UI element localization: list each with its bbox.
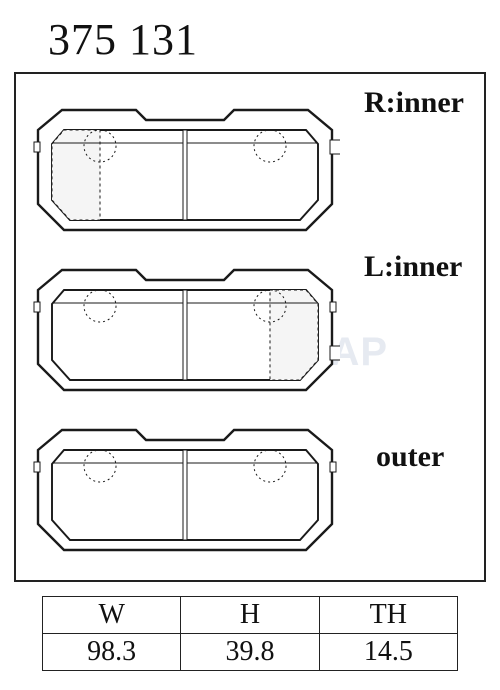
- table-row: 98.3 39.8 14.5: [43, 634, 458, 671]
- label-l-inner: L:inner: [364, 250, 462, 284]
- dimensions-table: W H TH 98.3 39.8 14.5: [42, 596, 458, 671]
- col-header-w: W: [43, 597, 181, 634]
- col-header-h: H: [181, 597, 319, 634]
- col-header-th: TH: [319, 597, 457, 634]
- brake-pad-r-inner: [30, 100, 340, 240]
- table-row: W H TH: [43, 597, 458, 634]
- label-r-inner: R:inner: [364, 86, 464, 120]
- part-number: 375 131: [48, 14, 198, 65]
- value-h: 39.8: [181, 634, 319, 671]
- brake-pad-outer: [30, 420, 340, 560]
- value-w: 98.3: [43, 634, 181, 671]
- brake-pad-l-inner: [30, 260, 340, 400]
- diagram-page: 375 131 VERJAP R:inner L:inner outer: [0, 0, 500, 690]
- label-outer: outer: [376, 440, 444, 474]
- value-th: 14.5: [319, 634, 457, 671]
